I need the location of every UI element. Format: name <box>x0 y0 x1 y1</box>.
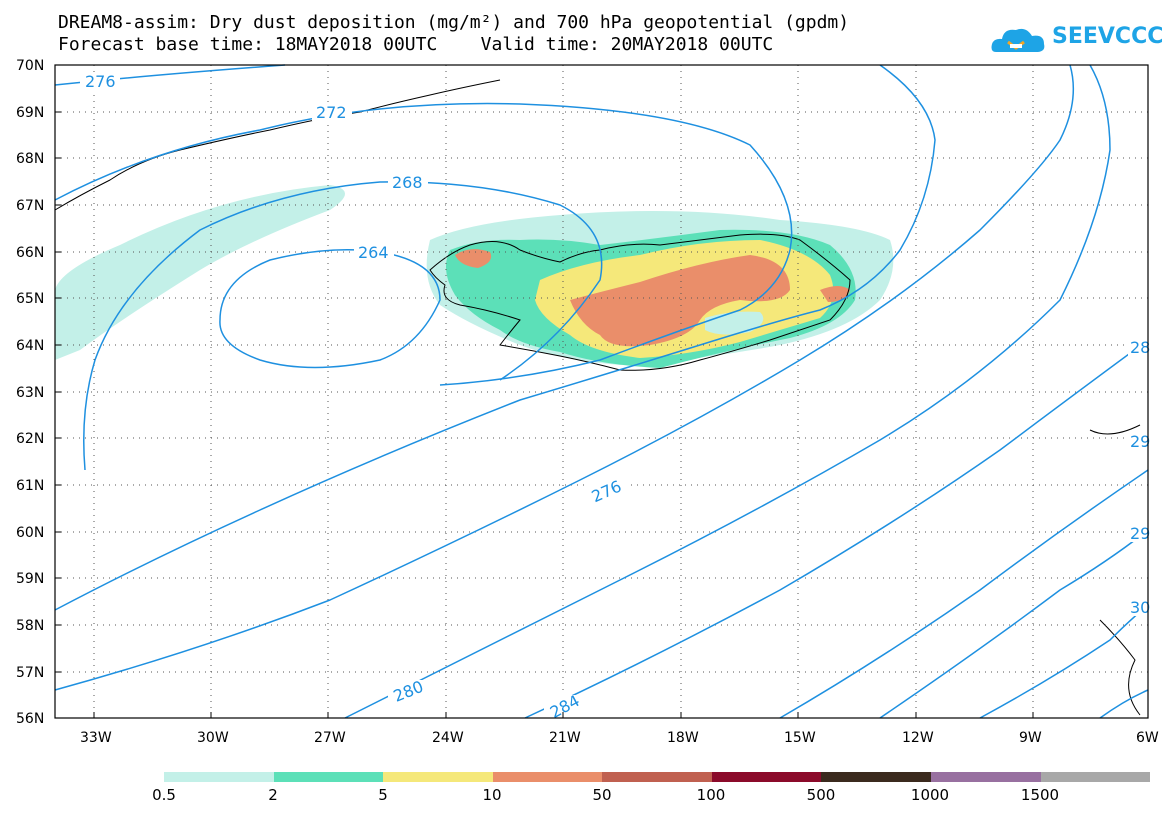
legend-swatch <box>711 772 822 782</box>
lat-label: 57N <box>16 665 44 681</box>
contour-288 <box>524 339 1149 719</box>
lon-label: 18W <box>667 730 699 746</box>
lon-label: 15W <box>784 730 816 746</box>
iceland-coast <box>429 233 851 371</box>
legend-label: 1000 <box>910 786 950 804</box>
contour-label: 29 <box>1130 432 1150 451</box>
legend-label: 2 <box>268 786 278 804</box>
legend-swatch <box>602 772 712 782</box>
contour-label: 268 <box>392 173 423 192</box>
contour-272 <box>54 102 793 386</box>
geopotential-contours <box>54 64 1149 719</box>
lat-label: 60N <box>16 525 44 541</box>
lat-label: 58N <box>16 618 44 634</box>
contour-label-group: 276 272 268 264 276 280 284 28 29 29 30 <box>80 72 1150 722</box>
contour-300 <box>979 604 1149 719</box>
lat-label: 61N <box>16 478 44 494</box>
lat-label: 64N <box>16 338 44 354</box>
greenland-coast <box>54 79 501 211</box>
legend-swatch <box>164 772 274 782</box>
legend-swatch <box>930 772 1041 782</box>
dust-area-west <box>55 185 345 360</box>
longitude-labels: 33W 30W 27W 24W 21W 18W 15W 12W 9W 6W <box>80 730 1159 746</box>
legend-label: 0.5 <box>152 786 176 804</box>
chart-title-line1: DREAM8-assim: Dry dust deposition (mg/m²… <box>58 12 850 33</box>
contour-284 <box>344 64 1111 719</box>
dust-area-east <box>820 286 850 302</box>
lat-label: 65N <box>16 291 44 307</box>
contour-276-north <box>54 64 286 86</box>
contour-label: 272 <box>316 103 347 122</box>
lon-label: 9W <box>1019 730 1042 746</box>
chart-title-line2: Forecast base time: 18MAY2018 00UTC Vali… <box>58 34 774 55</box>
legend-label: 100 <box>696 786 726 804</box>
lon-label: 24W <box>432 730 464 746</box>
lat-label: 56N <box>16 711 44 727</box>
legend-swatch <box>492 772 603 782</box>
lon-label: 21W <box>549 730 581 746</box>
dust-area-westfjords <box>455 249 492 268</box>
lon-label: 27W <box>314 730 346 746</box>
legend-label: 50 <box>592 786 612 804</box>
contour-label: 276 <box>85 72 116 91</box>
contour-268 <box>83 181 603 471</box>
latitude-labels: 70N 69N 68N 67N 66N 65N 64N 63N 62N 61N … <box>16 58 44 727</box>
contour-276-main <box>54 64 936 611</box>
logo-text: SEEVCCC <box>1052 24 1164 49</box>
lat-label: 70N <box>16 58 44 74</box>
dust-deposition-shading <box>55 185 894 368</box>
lat-label: 59N <box>16 571 44 587</box>
contour-label: 29 <box>1130 524 1150 543</box>
contour-292 <box>779 469 1149 719</box>
lon-label: 33W <box>80 730 112 746</box>
lat-label: 69N <box>16 105 44 121</box>
contour-304 <box>1099 689 1149 719</box>
lat-label: 62N <box>16 431 44 447</box>
lon-label: 6W <box>1136 730 1159 746</box>
axis-ticks <box>55 111 1034 718</box>
lat-label: 66N <box>16 245 44 261</box>
norway-coast <box>1089 424 1141 716</box>
legend-label: 10 <box>482 786 502 804</box>
dust-area-iceland-orange <box>570 255 790 347</box>
lon-label: 12W <box>902 730 934 746</box>
legend-label: 500 <box>806 786 836 804</box>
lon-label: 30W <box>197 730 229 746</box>
legend-swatch <box>821 772 931 782</box>
legend-label: 5 <box>378 786 388 804</box>
contour-280 <box>54 64 1075 691</box>
lat-label: 63N <box>16 385 44 401</box>
contour-label: 28 <box>1130 338 1150 357</box>
legend-label: 1500 <box>1020 786 1060 804</box>
coastlines <box>54 79 1141 716</box>
contour-264 <box>219 249 441 369</box>
legend-swatch <box>383 772 493 782</box>
seevccc-logo-icon <box>991 28 1045 52</box>
lat-label: 67N <box>16 198 44 214</box>
contour-label: 264 <box>358 243 389 262</box>
color-legend <box>164 772 1151 782</box>
legend-swatch <box>1040 772 1151 782</box>
contour-296 <box>879 529 1149 719</box>
graticule <box>55 65 1148 718</box>
legend-swatch <box>273 772 384 782</box>
contour-label: 30 <box>1130 598 1150 617</box>
lat-label: 68N <box>16 151 44 167</box>
